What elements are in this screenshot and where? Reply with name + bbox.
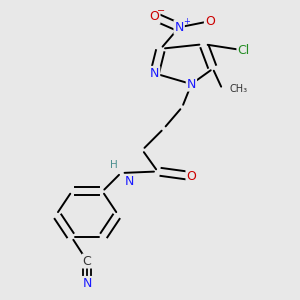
Text: −: −: [157, 6, 165, 16]
Text: H: H: [110, 160, 118, 170]
Text: +: +: [183, 17, 190, 26]
Text: Cl: Cl: [237, 44, 250, 57]
Text: O: O: [205, 15, 215, 28]
Text: N: N: [175, 21, 184, 34]
Text: N: N: [150, 67, 159, 80]
Text: N: N: [124, 176, 134, 188]
Text: C: C: [83, 254, 92, 268]
Text: CH₃: CH₃: [230, 84, 248, 94]
Text: N: N: [187, 78, 196, 91]
Text: O: O: [150, 10, 160, 23]
Text: N: N: [82, 277, 92, 290]
Text: O: O: [187, 169, 196, 183]
